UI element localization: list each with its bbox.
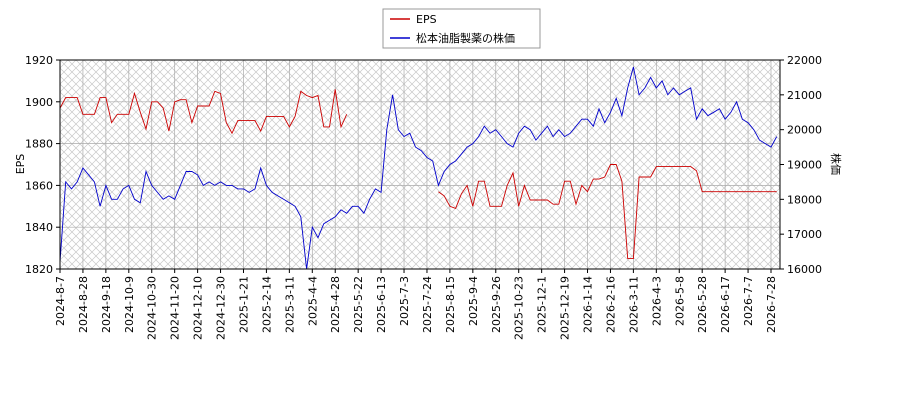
x-tick-label: 2026-7-28 [765,276,778,333]
y2-tick-label: 20000 [787,124,822,137]
y-tick-label: 1900 [25,96,53,109]
x-tick-label: 2024-8-28 [77,276,90,333]
y2-tick-label: 18000 [787,193,822,206]
x-tick-label: 2026-2-16 [604,276,617,333]
x-tick-label: 2025-12-1 [536,276,549,333]
y2-tick-label: 22000 [787,54,822,67]
y-tick-label: 1920 [25,54,53,67]
x-tick-label: 2024-10-9 [123,276,136,333]
x-tick-label: 2025-3-11 [283,276,296,333]
x-tick-label: 2024-10-30 [146,276,159,340]
x-tick-label: 2024-9-18 [100,276,113,333]
y-tick-label: 1860 [25,179,53,192]
series-line [59,89,777,260]
x-tick-label: 2026-4-3 [650,276,663,326]
x-tick-label: 2025-9-4 [467,276,480,326]
y2-axis-label: 株価 [829,153,843,175]
y2-tick-label: 19000 [787,159,822,172]
x-tick-label: 2024-8-7 [54,276,67,326]
y2-tick-label: 21000 [787,89,822,102]
legend-label: 松本油脂製薬の株価 [416,31,515,45]
x-tick-label: 2026-1-14 [582,276,595,333]
x-tick-label: 2026-5-8 [673,276,686,326]
y-tick-label: 1840 [25,221,53,234]
legend [382,8,541,49]
x-tick-label: 2025-5-22 [352,276,365,333]
x-tick-label: 2026-6-17 [719,276,732,333]
plot-background [60,60,780,269]
x-tick-label: 2025-4-28 [329,276,342,333]
y-tick-label: 1880 [25,138,53,151]
x-tick-label: 2025-10-23 [513,276,526,340]
x-tick-label: 2025-1-21 [237,276,250,333]
x-tick-label: 2026-5-28 [696,276,709,333]
x-tick-label: 2025-4-4 [306,276,319,326]
series-line [59,66,778,270]
x-tick-label: 2024-12-30 [215,276,228,340]
x-tick-label: 2024-11-20 [169,276,182,340]
y-tick-label: 1820 [25,263,53,276]
y2-tick-label: 17000 [787,228,822,241]
x-tick-label: 2025-2-14 [260,276,273,333]
legend-label: EPS [416,13,437,26]
y2-tick-label: 16000 [787,263,822,276]
x-tick-label: 2024-12-10 [192,276,205,340]
x-tick-label: 2025-8-15 [444,276,457,333]
x-tick-label: 2025-7-24 [421,276,434,333]
x-tick-label: 2025-6-13 [375,276,388,333]
x-tick-label: 2026-7-7 [742,276,755,326]
x-tick-label: 2025-7-3 [398,276,411,326]
y-axis-label: EPS [14,154,27,175]
x-tick-label: 2025-9-26 [490,276,503,333]
x-tick-label: 2025-12-19 [559,276,572,340]
x-tick-label: 2026-3-11 [627,276,640,333]
